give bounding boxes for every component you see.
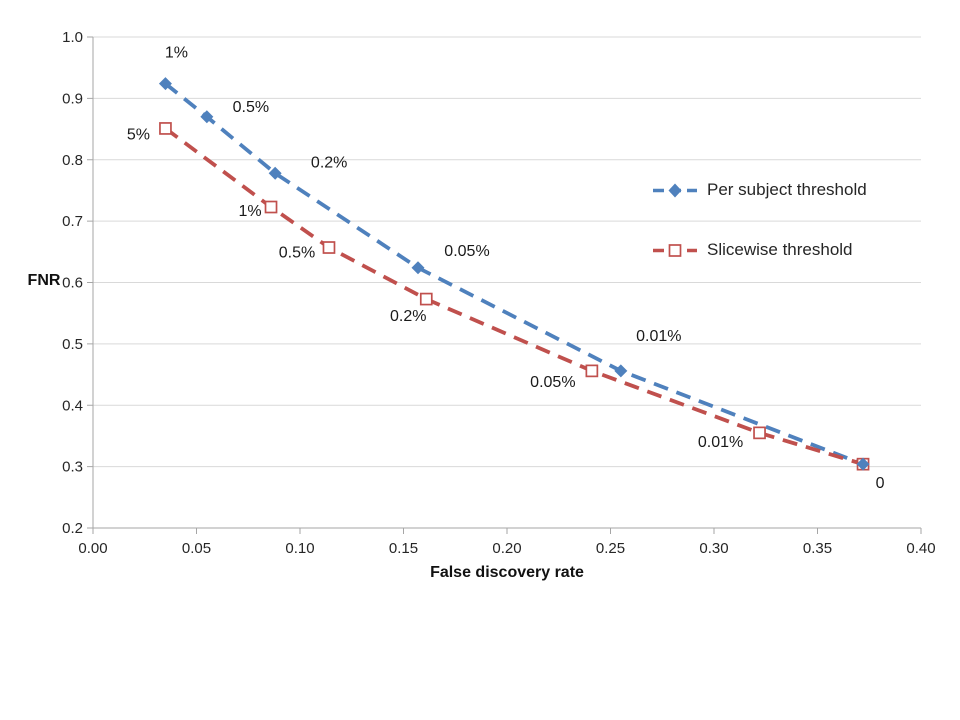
y-axis-title: FNR (27, 272, 61, 289)
x-tick-label: 0.10 (285, 540, 314, 557)
diamond-marker-icon (668, 183, 682, 197)
point-label: 0.5% (279, 245, 315, 262)
diamond-marker (411, 261, 425, 275)
y-tick-label: 1.0 (62, 29, 83, 46)
x-tick-label: 0.15 (389, 540, 418, 557)
x-tick-label: 0.25 (596, 540, 625, 557)
diamond-marker (158, 77, 172, 91)
y-tick-label: 0.3 (62, 459, 83, 476)
point-label: 1% (238, 203, 261, 220)
open-square-marker (753, 426, 766, 440)
y-tick-label: 0.6 (62, 275, 83, 292)
point-label: 0 (876, 475, 885, 492)
diamond-marker (268, 166, 282, 180)
legend-label-slicewise: Slicewise threshold (707, 240, 853, 259)
y-tick-label: 0.9 (62, 90, 83, 107)
point-label: 5% (127, 126, 150, 143)
open-square-marker (264, 200, 278, 214)
x-tick-label: 0.00 (78, 540, 107, 557)
x-tick-label: 0.35 (803, 540, 832, 557)
point-label: 0.2% (390, 308, 426, 325)
open-square-marker (585, 364, 599, 378)
legend-item-per-subject: Per subject threshold (652, 177, 867, 203)
y-tick-label: 0.8 (62, 152, 83, 169)
y-tick-label: 0.7 (62, 213, 83, 230)
diamond-marker (856, 457, 870, 471)
open-square-marker (159, 122, 172, 135)
y-tick-label: 0.4 (62, 397, 83, 414)
open-square-marker (322, 241, 336, 254)
point-label: 0.05% (444, 243, 489, 260)
point-label: 0.01% (636, 328, 681, 345)
point-label: 0.01% (698, 434, 743, 451)
y-tick-label: 0.5 (62, 336, 83, 353)
x-tick-label: 0.05 (182, 540, 211, 557)
legend-label-per-subject: Per subject threshold (707, 180, 867, 199)
series-line-per-subject (164, 82, 864, 466)
x-tick-label: 0.30 (699, 540, 728, 557)
slicewise-legend-marker-icon (653, 243, 697, 257)
x-tick-label: 0.40 (906, 540, 935, 557)
chart-legend: Per subject threshold Slicewise threshol… (652, 177, 867, 297)
x-tick-label: 0.20 (492, 540, 521, 557)
point-label: 1% (165, 45, 188, 62)
per-subject-legend-marker-icon (653, 183, 697, 197)
point-label: 0.5% (233, 99, 269, 116)
y-tick-label: 0.2 (62, 520, 83, 537)
open-square-marker (419, 292, 433, 306)
point-label: 0.2% (311, 154, 347, 171)
diamond-marker (614, 364, 628, 378)
open-square-marker-icon (668, 243, 682, 257)
point-label: 0.05% (530, 374, 575, 391)
x-axis-title: False discovery rate (430, 564, 584, 581)
diamond-marker (200, 110, 214, 124)
legend-item-slicewise: Slicewise threshold (652, 237, 867, 263)
